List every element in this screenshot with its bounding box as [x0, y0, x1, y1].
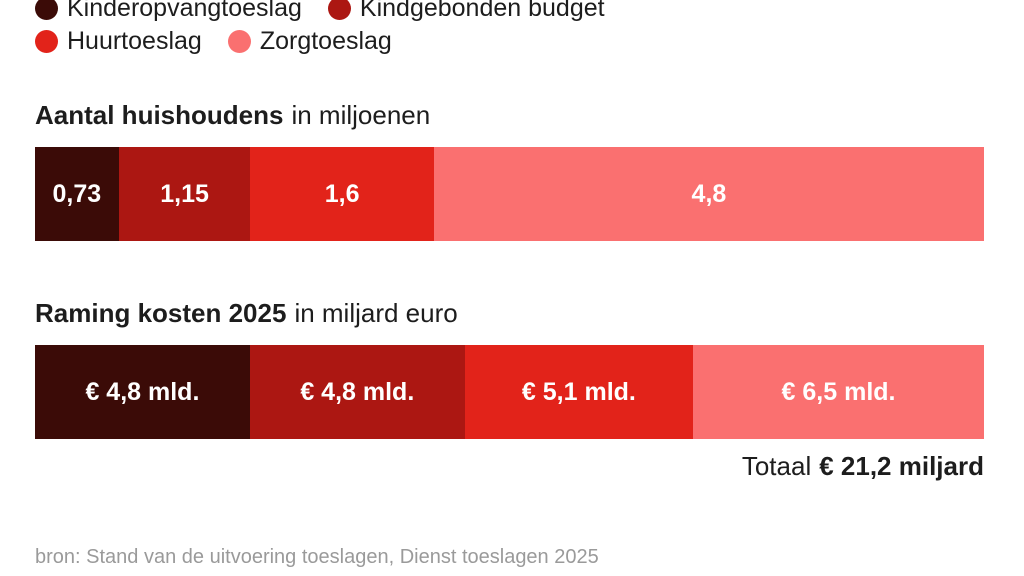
chart-legend: Kinderopvangtoeslag Kindgebonden budget … — [35, 0, 984, 55]
costs-value-zorgtoeslag: € 6,5 mld. — [781, 377, 896, 406]
costs-title-bold: Raming kosten 2025 — [35, 298, 287, 328]
costs-segment-kinderopvangtoeslag: € 4,8 mld. — [35, 345, 250, 439]
legend-label-huurtoeslag: Huurtoeslag — [67, 27, 202, 55]
households-value-kindgebonden-budget: 1,15 — [160, 179, 209, 208]
legend-label-zorgtoeslag: Zorgtoeslag — [259, 27, 392, 55]
legend-item-huurtoeslag: Huurtoeslag — [35, 27, 202, 55]
legend-dot-kinderopvangtoeslag — [35, 0, 58, 20]
costs-value-huurtoeslag: € 5,1 mld. — [521, 377, 636, 406]
total-line: Totaal € 21,2 miljard — [35, 451, 984, 481]
households-title: Aantal huishoudens in miljoenen — [35, 100, 984, 130]
total-label: Totaal — [741, 451, 812, 481]
legend-item-kinderopvangtoeslag: Kinderopvangtoeslag — [35, 0, 302, 22]
costs-value-kinderopvangtoeslag: € 4,8 mld. — [85, 377, 200, 406]
legend-label-kindgebonden-budget: Kindgebonden budget — [359, 0, 605, 22]
households-segment-zorgtoeslag: 4,8 — [433, 147, 984, 241]
costs-segment-kindgebonden-budget: € 4,8 mld. — [249, 345, 465, 439]
households-stacked-bar: 0,73 1,15 1,6 4,8 — [35, 147, 984, 241]
legend-row-1: Kinderopvangtoeslag Kindgebonden budget — [35, 0, 984, 22]
costs-title: Raming kosten 2025 in miljard euro — [35, 298, 984, 328]
legend-dot-huurtoeslag — [35, 29, 58, 53]
costs-title-unit: in miljard euro — [294, 298, 458, 328]
costs-stacked-bar: € 4,8 mld. € 4,8 mld. € 5,1 mld. € 6,5 m… — [35, 345, 985, 439]
households-value-kinderopvangtoeslag: 0,73 — [52, 179, 102, 208]
legend-row-2: Huurtoeslag Zorgtoeslag — [35, 27, 984, 55]
legend-label-kinderopvangtoeslag: Kinderopvangtoeslag — [67, 0, 302, 22]
legend-item-kindgebonden-budget: Kindgebonden budget — [327, 0, 605, 22]
households-title-unit: in miljoenen — [291, 100, 431, 130]
costs-value-kindgebonden-budget: € 4,8 mld. — [300, 377, 415, 406]
costs-segment-zorgtoeslag: € 6,5 mld. — [693, 345, 985, 439]
households-segment-huurtoeslag: 1,6 — [250, 147, 434, 241]
legend-dot-kindgebonden-budget — [327, 0, 351, 20]
households-segment-kinderopvangtoeslag: 0,73 — [35, 147, 119, 241]
source-note: bron: Stand van de uitvoering toeslagen,… — [35, 546, 599, 568]
legend-dot-zorgtoeslag — [227, 29, 251, 53]
households-segment-kindgebonden-budget: 1,15 — [118, 147, 251, 241]
costs-segment-huurtoeslag: € 5,1 mld. — [464, 345, 694, 439]
households-value-huurtoeslag: 1,6 — [324, 179, 360, 208]
legend-item-zorgtoeslag: Zorgtoeslag — [227, 27, 392, 55]
households-value-zorgtoeslag: 4,8 — [691, 179, 727, 208]
households-title-bold: Aantal huishoudens — [35, 100, 284, 130]
total-value: € 21,2 miljard — [819, 451, 984, 481]
